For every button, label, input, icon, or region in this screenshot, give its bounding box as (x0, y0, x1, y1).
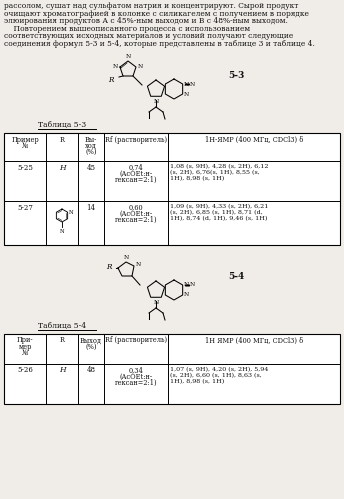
Text: Пример: Пример (11, 136, 39, 144)
Text: гексан=2:1): гексан=2:1) (115, 176, 157, 184)
Text: Выход: Выход (80, 336, 102, 344)
Text: 5-25: 5-25 (17, 164, 33, 172)
Text: 48: 48 (86, 366, 96, 375)
Text: N: N (184, 81, 189, 86)
Text: 0,34: 0,34 (129, 366, 143, 375)
Text: N: N (138, 63, 143, 68)
Text: R: R (60, 136, 65, 144)
Text: (AcOEt:н-: (AcOEt:н- (119, 210, 152, 218)
Bar (4, 133, 340, 245)
Text: 0,60: 0,60 (129, 204, 143, 212)
Text: №: № (22, 142, 28, 150)
Text: N: N (184, 91, 189, 96)
Text: 1H-ЯМР (400 МГц, CDCl3) δ: 1H-ЯМР (400 МГц, CDCl3) δ (205, 136, 303, 144)
Text: Вы-: Вы- (85, 136, 97, 144)
Text: N: N (190, 81, 195, 86)
Text: соответствующих исходных материалов и условий получают следующие: соответствующих исходных материалов и ус… (4, 32, 293, 40)
Text: N: N (153, 300, 159, 305)
Text: Таблица 5-4: Таблица 5-4 (38, 322, 86, 330)
Text: (%): (%) (85, 148, 97, 156)
Text: R: R (108, 76, 114, 84)
Text: (s, 2H), 6,76(s, 1H), 8,55 (s,: (s, 2H), 6,76(s, 1H), 8,55 (s, (170, 170, 260, 175)
Text: Rf (растворитель): Rf (растворитель) (105, 136, 167, 144)
Text: R: R (107, 263, 112, 271)
Text: ход: ход (85, 142, 97, 150)
Text: Таблица 5-3: Таблица 5-3 (38, 121, 86, 129)
Text: 1,09 (s, 9H), 4,33 (s, 2H), 6,21: 1,09 (s, 9H), 4,33 (s, 2H), 6,21 (170, 204, 268, 209)
Text: N: N (123, 255, 129, 260)
Text: R: R (60, 336, 65, 344)
Text: N: N (190, 282, 195, 287)
Text: При-: При- (17, 336, 33, 344)
Text: гексан=2:1): гексан=2:1) (115, 216, 157, 224)
Text: 5-27: 5-27 (17, 204, 33, 212)
Text: N: N (136, 262, 141, 267)
Text: Повторением вышеописанного процесса с использованием: Повторением вышеописанного процесса с ис… (4, 24, 250, 32)
Text: (AcOEt:н-: (AcOEt:н- (119, 170, 152, 178)
Text: элюирования продуктов А с 45%-ным выходом и В с 48%-ным выходом.: элюирования продуктов А с 45%-ным выходо… (4, 17, 288, 25)
Text: H: H (59, 164, 65, 172)
Text: рассолом, сушат над сульфатом натрия и концентрируют. Сырой продукт: рассолом, сушат над сульфатом натрия и к… (4, 2, 298, 10)
Text: мер: мер (18, 343, 32, 351)
Text: очищают хроматографией в колонке с силикагелем с получением в порядке: очищают хроматографией в колонке с силик… (4, 9, 309, 17)
Text: 0,74: 0,74 (129, 164, 143, 172)
Text: соединения формул 5-3 и 5-4, которые представлены в таблице 3 и таблице 4.: соединения формул 5-3 и 5-4, которые пре… (4, 39, 315, 47)
Text: 5-26: 5-26 (17, 366, 33, 375)
Text: 5-3: 5-3 (228, 71, 244, 80)
Text: 1H ЯМР (400 МГц, CDCl3) δ: 1H ЯМР (400 МГц, CDCl3) δ (205, 336, 303, 344)
Text: 5-4: 5-4 (228, 272, 244, 281)
Text: (s, 2H), 6,85 (s, 1H), 8,71 (d,: (s, 2H), 6,85 (s, 1H), 8,71 (d, (170, 210, 263, 215)
Text: 1,08 (s, 9H), 4,28 (s, 2H), 6,12: 1,08 (s, 9H), 4,28 (s, 2H), 6,12 (170, 164, 269, 169)
Text: 45: 45 (86, 164, 96, 172)
Text: (%): (%) (85, 343, 97, 351)
Text: N: N (113, 63, 118, 68)
Text: H: H (59, 366, 65, 375)
Text: 14: 14 (86, 204, 96, 212)
Text: N: N (125, 54, 131, 59)
Text: N: N (69, 210, 73, 215)
Bar (4, 334, 340, 404)
Text: 1H), 8,74 (d, 1H), 9,46 (s, 1H): 1H), 8,74 (d, 1H), 9,46 (s, 1H) (170, 216, 267, 221)
Text: гексан=2:1): гексан=2:1) (115, 379, 157, 387)
Text: №: № (22, 349, 28, 357)
Text: N: N (184, 292, 189, 297)
Text: N: N (60, 229, 64, 234)
Text: (s, 2H), 6,60 (s, 1H), 8,63 (s,: (s, 2H), 6,60 (s, 1H), 8,63 (s, (170, 373, 262, 378)
Text: N: N (153, 99, 159, 104)
Text: 1H), 8,98 (s, 1H): 1H), 8,98 (s, 1H) (170, 176, 224, 181)
Text: N: N (184, 282, 189, 287)
Text: 1H), 8,98 (s, 1H): 1H), 8,98 (s, 1H) (170, 379, 224, 384)
Text: 1,07 (s, 9H), 4,20 (s, 2H), 5,94: 1,07 (s, 9H), 4,20 (s, 2H), 5,94 (170, 366, 268, 372)
Text: Rf (растворитель): Rf (растворитель) (105, 336, 167, 344)
Text: (AcOEt:н-: (AcOEt:н- (119, 373, 152, 381)
